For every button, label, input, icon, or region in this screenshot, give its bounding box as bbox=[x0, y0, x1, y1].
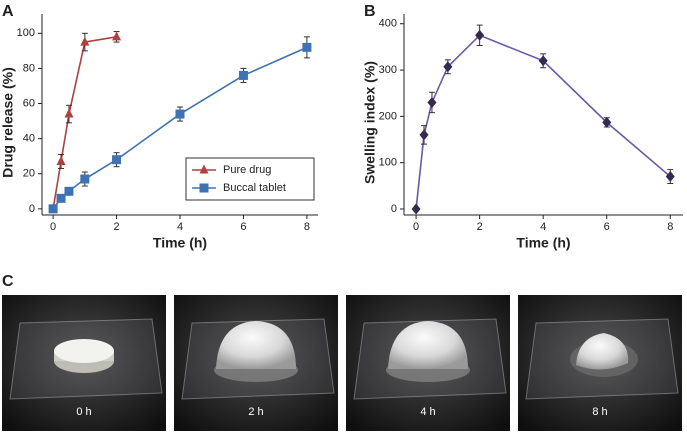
marker bbox=[80, 36, 90, 46]
y-axis-label: Drug release (%) bbox=[0, 67, 16, 177]
series-line bbox=[415, 34, 671, 210]
photo: 4 h bbox=[346, 295, 510, 431]
marker bbox=[80, 174, 90, 184]
x-tick-label: 4 bbox=[177, 221, 183, 233]
panel-label: B bbox=[364, 3, 376, 20]
x-axis-label: Time (h) bbox=[516, 235, 570, 251]
panel-label: A bbox=[2, 3, 14, 20]
marker bbox=[602, 116, 612, 128]
panel-label: C bbox=[2, 273, 14, 290]
legend-label: Pure drug bbox=[223, 164, 271, 176]
marker bbox=[411, 203, 421, 215]
gel-dome bbox=[216, 321, 296, 369]
x-tick-label: 4 bbox=[540, 221, 546, 233]
y-tick-label: 0 bbox=[391, 203, 397, 215]
marker bbox=[112, 31, 122, 41]
photo-label: 8 h bbox=[592, 406, 607, 418]
y-axis-label: Swelling index (%) bbox=[362, 61, 378, 184]
x-tick-label: 6 bbox=[240, 221, 246, 233]
marker bbox=[48, 204, 58, 214]
y-tick-label: 20 bbox=[23, 168, 35, 180]
x-tick-label: 6 bbox=[604, 221, 610, 233]
marker bbox=[302, 42, 312, 52]
photo-label: 2 h bbox=[248, 406, 263, 418]
legend-label: Buccal tablet bbox=[223, 182, 286, 194]
y-tick-label: 300 bbox=[379, 64, 397, 76]
marker bbox=[64, 186, 74, 196]
marker bbox=[427, 96, 437, 108]
photo-label: 4 h bbox=[420, 406, 435, 418]
legend-box bbox=[185, 157, 315, 201]
marker bbox=[56, 155, 66, 165]
y-tick-label: 200 bbox=[379, 110, 397, 122]
y-tick-label: 60 bbox=[23, 97, 35, 109]
y-tick-label: 80 bbox=[23, 62, 35, 74]
marker bbox=[64, 108, 74, 118]
marker bbox=[419, 129, 429, 141]
photo-label: 0 h bbox=[76, 406, 91, 418]
y-tick-label: 100 bbox=[17, 27, 35, 39]
y-tick-label: 100 bbox=[379, 157, 397, 169]
marker bbox=[665, 171, 675, 183]
x-tick-label: 0 bbox=[50, 221, 56, 233]
marker bbox=[56, 193, 66, 203]
marker bbox=[475, 29, 485, 41]
gel-fragment bbox=[576, 333, 629, 370]
photo: 8 h bbox=[518, 295, 682, 431]
gel-dome bbox=[388, 321, 468, 369]
x-tick-label: 2 bbox=[477, 221, 483, 233]
photo: 2 h bbox=[174, 295, 338, 431]
x-axis-label: Time (h) bbox=[153, 235, 207, 251]
x-tick-label: 8 bbox=[667, 221, 673, 233]
photo: 0 h bbox=[2, 295, 166, 431]
x-tick-label: 8 bbox=[304, 221, 310, 233]
marker bbox=[443, 61, 453, 73]
y-tick-label: 400 bbox=[379, 18, 397, 30]
marker bbox=[538, 55, 548, 67]
x-tick-label: 2 bbox=[113, 221, 119, 233]
marker bbox=[112, 155, 122, 165]
y-tick-label: 40 bbox=[23, 133, 35, 145]
marker bbox=[175, 109, 185, 119]
marker bbox=[238, 70, 248, 80]
tablet-top bbox=[54, 339, 114, 363]
y-tick-label: 0 bbox=[29, 203, 35, 215]
marker bbox=[199, 164, 209, 174]
x-tick-label: 0 bbox=[413, 221, 419, 233]
marker bbox=[199, 183, 209, 193]
